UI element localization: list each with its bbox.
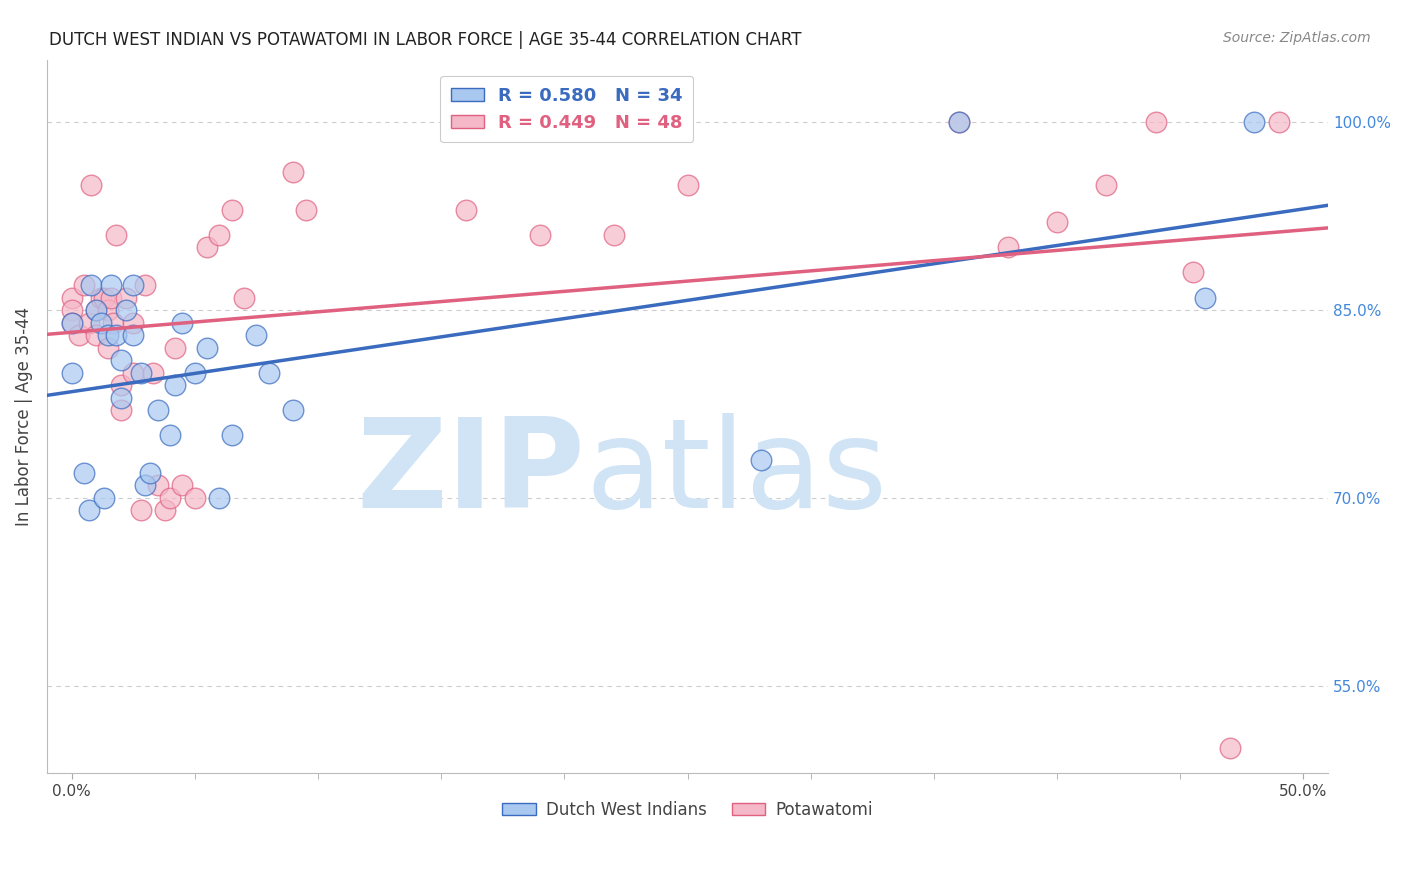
Point	[139, 466, 162, 480]
Point	[1046, 215, 1069, 229]
Point	[129, 366, 152, 380]
Point	[676, 178, 699, 192]
Point	[221, 202, 243, 217]
Point	[751, 453, 773, 467]
Point	[153, 503, 176, 517]
Point	[80, 278, 103, 293]
Point	[146, 403, 169, 417]
Point	[221, 428, 243, 442]
Point	[183, 366, 205, 380]
Point	[97, 328, 120, 343]
Point	[294, 202, 316, 217]
Point	[104, 227, 127, 242]
Point	[159, 491, 181, 505]
Point	[602, 227, 624, 242]
Point	[172, 478, 194, 492]
Point	[77, 316, 100, 330]
Point	[103, 316, 125, 330]
Point	[60, 303, 83, 318]
Point	[122, 278, 145, 293]
Point	[73, 466, 96, 480]
Point	[283, 165, 305, 179]
Point	[1268, 115, 1291, 129]
Point	[195, 341, 218, 355]
Point	[1181, 265, 1204, 279]
Point	[60, 316, 83, 330]
Point	[90, 316, 112, 330]
Text: atlas: atlas	[585, 413, 887, 534]
Point	[93, 491, 115, 505]
Point	[454, 202, 477, 217]
Point	[97, 341, 120, 355]
Point	[110, 353, 132, 368]
Point	[73, 278, 96, 293]
Point	[172, 316, 194, 330]
Point	[146, 478, 169, 492]
Point	[134, 278, 156, 293]
Point	[77, 503, 100, 517]
Point	[1144, 115, 1167, 129]
Point	[110, 403, 132, 417]
Point	[997, 240, 1019, 254]
Point	[195, 240, 218, 254]
Point	[208, 491, 231, 505]
Point	[122, 316, 145, 330]
Point	[93, 291, 115, 305]
Point	[159, 428, 181, 442]
Point	[1243, 115, 1265, 129]
Point	[134, 478, 156, 492]
Point	[233, 291, 256, 305]
Point	[142, 366, 165, 380]
Point	[110, 391, 132, 405]
Point	[84, 328, 107, 343]
Point	[948, 115, 970, 129]
Point	[114, 291, 136, 305]
Point	[84, 303, 107, 318]
Point	[1095, 178, 1118, 192]
Point	[208, 227, 231, 242]
Point	[163, 341, 186, 355]
Y-axis label: In Labor Force | Age 35-44: In Labor Force | Age 35-44	[15, 307, 32, 526]
Point	[122, 366, 145, 380]
Point	[67, 328, 90, 343]
Point	[122, 328, 145, 343]
Legend: Dutch West Indians, Potawatomi: Dutch West Indians, Potawatomi	[496, 795, 879, 826]
Point	[129, 503, 152, 517]
Point	[245, 328, 267, 343]
Point	[104, 328, 127, 343]
Point	[948, 115, 970, 129]
Point	[1194, 291, 1216, 305]
Text: Source: ZipAtlas.com: Source: ZipAtlas.com	[1223, 31, 1371, 45]
Point	[97, 303, 120, 318]
Point	[529, 227, 551, 242]
Point	[257, 366, 280, 380]
Point	[84, 303, 107, 318]
Point	[110, 378, 132, 392]
Point	[100, 278, 122, 293]
Point	[163, 378, 186, 392]
Point	[183, 491, 205, 505]
Point	[60, 316, 83, 330]
Point	[114, 303, 136, 318]
Text: DUTCH WEST INDIAN VS POTAWATOMI IN LABOR FORCE | AGE 35-44 CORRELATION CHART: DUTCH WEST INDIAN VS POTAWATOMI IN LABOR…	[49, 31, 801, 49]
Point	[90, 291, 112, 305]
Point	[100, 291, 122, 305]
Point	[80, 178, 103, 192]
Point	[283, 403, 305, 417]
Point	[60, 291, 83, 305]
Point	[60, 366, 83, 380]
Point	[1219, 741, 1241, 756]
Text: ZIP: ZIP	[356, 413, 585, 534]
